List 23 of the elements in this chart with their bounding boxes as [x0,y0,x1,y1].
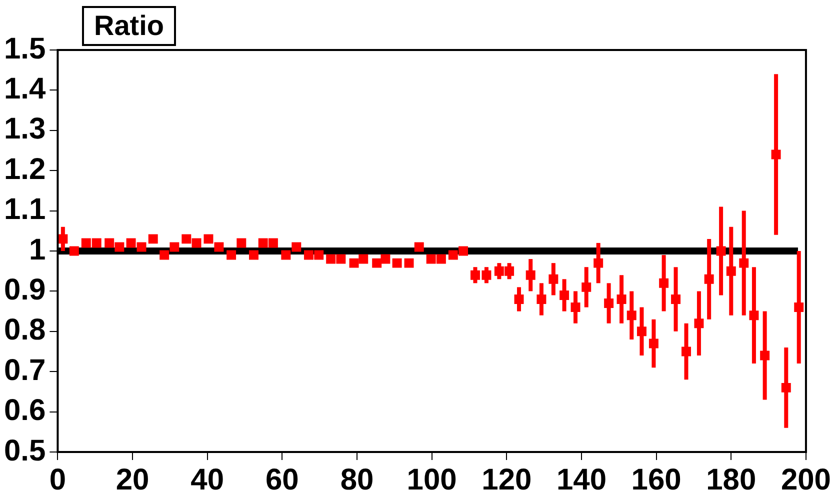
y-tick-label: 0.7 [4,354,46,387]
x-tick-label: 40 [190,463,224,496]
chart-title: Ratio [82,6,176,46]
x-tick-label: 180 [706,463,756,496]
x-tick-label: 200 [780,463,832,496]
x-tick-label: 100 [406,463,457,496]
y-tick-label: 1.4 [4,72,46,106]
y-tick-label: 1 [29,233,46,266]
x-tick-label: 160 [631,463,682,496]
y-tick-label: 0.6 [4,394,46,428]
y-tick-label: 0.5 [4,434,46,468]
y-tick-label: 0.9 [4,273,46,306]
y-tick-label: 1.3 [4,112,46,146]
y-tick-label: 1.5 [4,32,46,66]
x-tick-label: 80 [340,463,374,496]
x-tick-label: 0 [49,463,66,496]
x-tick-label: 120 [482,463,532,496]
x-tick-label: 20 [116,463,150,496]
y-tick-label: 0.8 [4,314,46,347]
y-tick-label: 1.2 [4,152,46,186]
x-tick-label: 140 [556,463,607,496]
x-tick-label: 60 [265,463,299,496]
y-tick-label: 1.1 [4,193,46,226]
